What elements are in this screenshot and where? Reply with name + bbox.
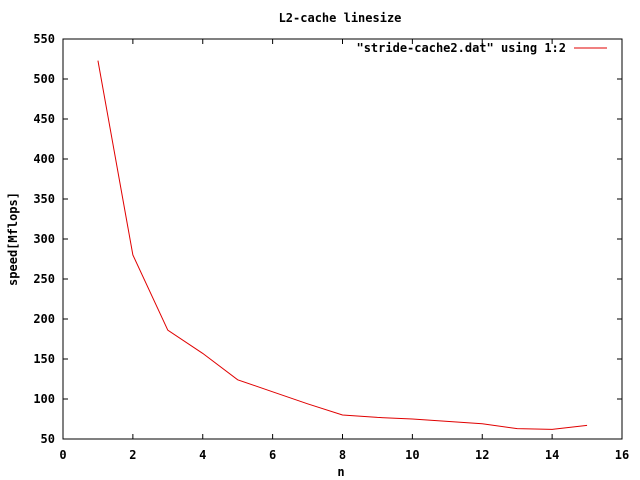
- x-tick-label: 8: [339, 448, 346, 462]
- x-axis-label: n: [337, 465, 344, 479]
- series-layer: [97, 60, 588, 430]
- y-tick-label: 450: [33, 112, 55, 126]
- y-tick-label: 300: [33, 232, 55, 246]
- x-tick-label: 4: [199, 448, 206, 462]
- legend: "stride-cache2.dat" using 1:2: [356, 41, 607, 55]
- legend-label: "stride-cache2.dat" using 1:2: [356, 41, 566, 55]
- y-tick-label: 500: [33, 72, 55, 86]
- y-tick-label: 200: [33, 312, 55, 326]
- y-tick-label: 400: [33, 152, 55, 166]
- x-tick-label: 14: [545, 448, 559, 462]
- y-tick-label: 100: [33, 392, 55, 406]
- x-tick-label: 12: [475, 448, 489, 462]
- y-axis: 50 100 150 200 250 300 350 400 450 500 550: [33, 32, 622, 446]
- x-tick-label: 16: [615, 448, 629, 462]
- chart-title: L2-cache linesize: [279, 11, 402, 25]
- y-tick-label: 350: [33, 192, 55, 206]
- y-tick-label: 50: [41, 432, 55, 446]
- x-tick-label: 0: [59, 448, 66, 462]
- y-axis-label: speed[Mflops]: [6, 192, 20, 286]
- y-tick-label: 550: [33, 32, 55, 46]
- x-tick-label: 2: [129, 448, 136, 462]
- plot-frame: [62, 38, 623, 440]
- x-tick-label: 6: [269, 448, 276, 462]
- x-axis: 0 2 4 6 8 10 12 14 16: [59, 39, 629, 462]
- series-line: [97, 60, 588, 430]
- y-tick-label: 150: [33, 352, 55, 366]
- y-tick-label: 250: [33, 272, 55, 286]
- x-tick-label: 10: [405, 448, 419, 462]
